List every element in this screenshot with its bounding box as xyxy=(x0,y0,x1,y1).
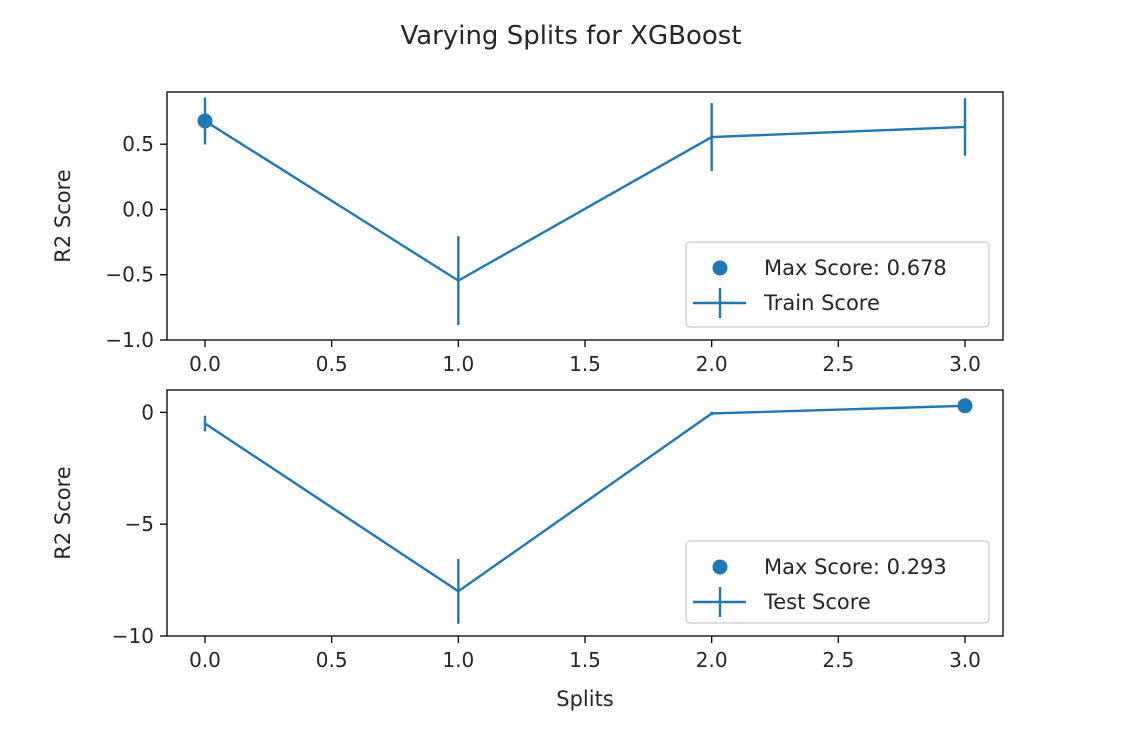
bottom-subplot: 0.0 0.5 1.0 1.5 2.0 2.5 3.0 −10 −5 0 R2 Score Split… xyxy=(51,389,1004,711)
x-axis-label: Splits xyxy=(556,687,614,711)
y-tick-label: 0.0 xyxy=(122,197,154,221)
x-tick-label: 1.5 xyxy=(569,352,601,376)
x-tick-label: 2.0 xyxy=(696,352,728,376)
x-tick-label: 2.5 xyxy=(822,648,854,672)
legend-label: Max Score: 0.678 xyxy=(764,256,947,280)
y-tick-label: −1.0 xyxy=(105,328,154,352)
x-tick-label: 0.5 xyxy=(316,352,348,376)
x-tick-label: 1.0 xyxy=(442,352,474,376)
legend-label: Train Score xyxy=(763,291,880,315)
x-tick-label: 1.5 xyxy=(569,648,601,672)
y-axis-label: R2 Score xyxy=(51,169,75,262)
x-tick-label: 0.0 xyxy=(189,352,221,376)
x-tick-label: 2.5 xyxy=(822,352,854,376)
y-tick-label: 0 xyxy=(141,400,154,424)
y-tick-label: −10 xyxy=(112,624,154,648)
x-tick-label: 2.0 xyxy=(696,648,728,672)
x-tick-label: 0.5 xyxy=(316,648,348,672)
series-line xyxy=(204,404,966,593)
x-tick-label: 3.0 xyxy=(949,648,981,672)
legend-label: Test Score xyxy=(763,590,871,614)
y-tick-label: 0.5 xyxy=(122,132,154,156)
legend-frame xyxy=(685,241,990,328)
x-tick-label: 3.0 xyxy=(949,352,981,376)
max-score-marker xyxy=(957,398,973,414)
legend-label: Max Score: 0.293 xyxy=(764,555,947,579)
legend: Max Score: 0.293 Test Score xyxy=(685,540,990,624)
x-tick-label: 1.0 xyxy=(442,648,474,672)
axes-frame xyxy=(166,91,1004,341)
legend-frame xyxy=(685,540,990,624)
legend: Max Score: 0.678 Train Score xyxy=(685,241,990,328)
x-tick-label: 0.0 xyxy=(189,648,221,672)
top-subplot: 0.0 0.5 1.0 1.5 2.0 2.5 3.0 −1.0 −0.5 0.0 0.5 R2 Sc… xyxy=(51,91,1004,376)
y-tick-label: −5 xyxy=(125,512,154,536)
legend-marker xyxy=(712,559,728,575)
max-score-marker xyxy=(197,113,213,129)
legend-marker xyxy=(712,260,728,276)
y-tick-label: −0.5 xyxy=(105,263,154,287)
series-line xyxy=(204,119,966,282)
axes-frame xyxy=(166,389,1004,637)
figure-title: Varying Splits for XGBoost xyxy=(400,21,741,51)
y-axis-label: R2 Score xyxy=(51,466,75,559)
